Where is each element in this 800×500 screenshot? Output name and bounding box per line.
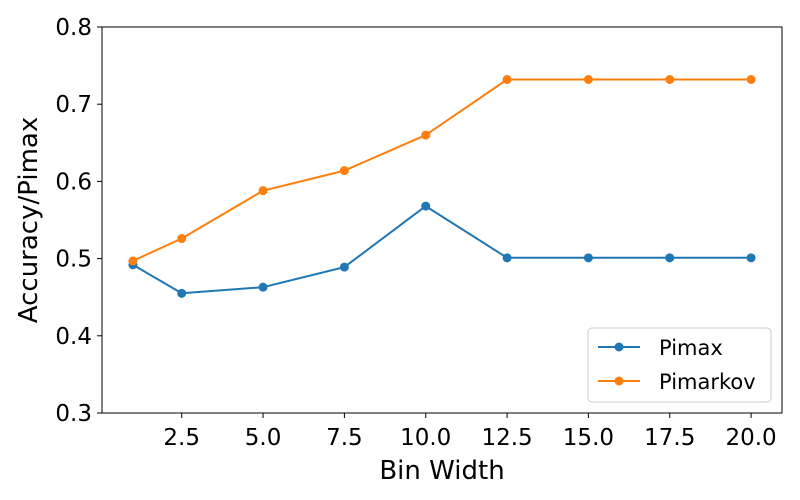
y-tick-label: 0.3 [55,401,92,427]
x-tick-label: 10.0 [400,425,451,451]
x-tick-label: 12.5 [481,425,532,451]
x-tick-label: 5.0 [245,425,282,451]
data-point-pimarkov [128,256,138,266]
data-point-pimax [421,201,431,211]
y-tick-label: 0.5 [55,247,92,273]
y-tick-label: 0.7 [55,92,92,118]
data-point-pimarkov [583,74,593,84]
x-tick-label: 7.5 [326,425,363,451]
y-axis: 0.3 0.4 0.5 0.6 0.7 0.8 [55,15,102,427]
y-axis-label: Accuracy/Pimax [14,117,44,323]
y-tick-label: 0.4 [55,324,92,350]
data-point-pimax [258,282,268,292]
data-point-pimarkov [746,74,756,84]
data-point-pimax [583,253,593,263]
x-tick-label: 20.0 [725,425,776,451]
series-line-pimarkov [132,78,752,262]
data-point-pimax [177,288,187,298]
axes-frame [101,26,783,414]
data-point-pimax [665,253,675,263]
x-axis-label: Bin Width [379,456,504,486]
legend-marker [614,376,624,386]
data-point-pimax [339,262,349,272]
plot-area [128,74,756,298]
data-point-pimax [502,253,512,263]
data-point-pimarkov [421,130,431,140]
data-point-pimarkov [177,234,187,244]
series-line-pimax [132,205,752,295]
x-tick-label: 17.5 [644,425,695,451]
data-point-pimarkov [258,186,268,196]
y-tick-label: 0.8 [55,15,92,41]
legend-label: Pimarkov [659,370,756,394]
data-point-pimarkov [339,166,349,176]
legend-label: Pimax [659,336,723,360]
data-point-pimax [746,253,756,263]
legend-marker [614,342,624,352]
data-point-pimarkov [502,74,512,84]
y-tick-label: 0.6 [55,169,92,195]
x-axis: 2.5 5.0 7.5 10.0 12.5 15.0 17.5 20.0 [163,413,777,451]
legend: Pimax Pimarkov [587,327,772,403]
data-point-pimarkov [665,74,675,84]
x-tick-label: 15.0 [563,425,614,451]
x-tick-label: 2.5 [163,425,200,451]
